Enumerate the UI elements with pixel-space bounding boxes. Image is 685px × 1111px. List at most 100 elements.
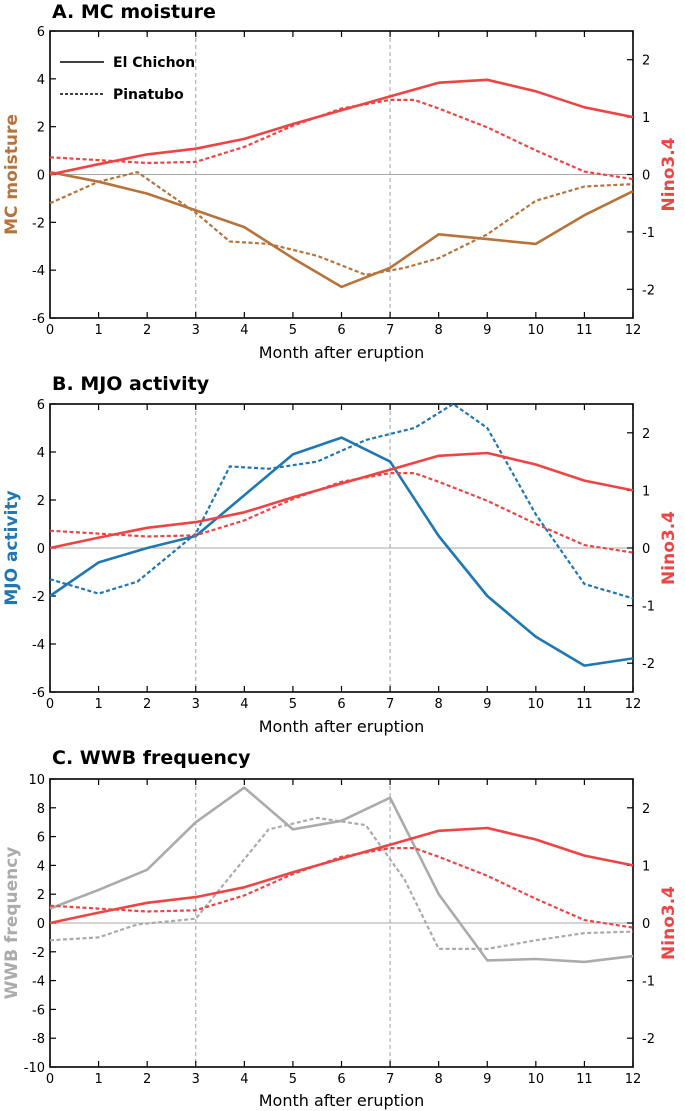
panel-c-ylabel-right: Nino3.4	[659, 886, 679, 960]
y-tick-label-left: -4	[32, 638, 45, 653]
y-tick-label-left: -2	[32, 216, 45, 231]
x-tick-label: 8	[435, 697, 443, 712]
x-tick-label: 7	[386, 323, 394, 338]
panel-a-xlabel: Month after eruption	[259, 343, 425, 362]
series-line-pinatubo	[49, 171, 634, 276]
panel-b-ylabel-left: MJO activity	[2, 490, 22, 605]
series-line-el-chichon	[49, 170, 634, 289]
y-tick-label-left: 2	[37, 121, 45, 136]
x-tick-label: 2	[143, 697, 151, 712]
x-tick-label: 8	[435, 323, 443, 338]
y-tick-label-left: 6	[37, 398, 45, 413]
panel-c-xlabel: Month after eruption	[259, 1091, 425, 1110]
x-tick-label: 8	[435, 1072, 443, 1087]
x-tick-label: 9	[483, 1072, 491, 1087]
x-tick-label: 12	[625, 323, 642, 338]
x-tick-label: 2	[143, 1072, 151, 1087]
x-tick-label: 1	[94, 1072, 102, 1087]
series-line-nino3-4-pinatubo	[49, 98, 634, 181]
x-tick-label: 5	[289, 323, 297, 338]
x-tick-label: 7	[386, 1072, 394, 1087]
y-tick-label-right: 0	[642, 542, 650, 557]
y-tick-label-right: -2	[642, 657, 655, 672]
panel-c-title: C. WWB frequency	[52, 747, 251, 769]
y-tick-label-left: -6	[32, 312, 45, 327]
y-tick-label-left: -2	[32, 946, 45, 961]
legend: El Chichon Pinatubo	[60, 55, 195, 103]
panel-c: C. WWB frequency 0 1 2 3 4 5 6 7 8 9 10 11 12-10-8-6…	[2, 747, 679, 1110]
x-tick-label: 4	[240, 1072, 248, 1087]
x-tick-label: 12	[625, 1072, 642, 1087]
y-tick-label-right: 2	[642, 427, 650, 442]
panel-a-ylabel-right: Nino3.4	[659, 137, 679, 211]
legend-el-chichon: El Chichon	[113, 55, 195, 71]
y-tick-label-right: 2	[642, 54, 650, 69]
series-line-nino3-4-el-chichon	[49, 78, 634, 176]
y-tick-label-right: 2	[642, 802, 650, 817]
y-tick-label-left: -4	[32, 975, 45, 990]
y-tick-label-left: 2	[37, 494, 45, 509]
x-tick-label: 9	[483, 323, 491, 338]
series-line-nino3-4-pinatubo	[49, 846, 634, 929]
y-tick-label-right: -1	[642, 975, 655, 990]
y-tick-label-left: 4	[37, 859, 45, 874]
series-line-nino3-4-el-chichon	[49, 451, 634, 550]
x-tick-label: 1	[94, 323, 102, 338]
x-tick-label: 6	[337, 1072, 345, 1087]
x-tick-label: 0	[46, 323, 54, 338]
series-line-el-chichon	[49, 436, 634, 667]
x-tick-label: 10	[528, 697, 545, 712]
x-tick-label: 4	[240, 323, 248, 338]
y-tick-label-right: 1	[642, 859, 650, 874]
series-line-nino3-4-pinatubo	[49, 472, 634, 554]
panel-c-plot: 0 1 2 3 4 5 6 7 8 9 10 11 12-10-8-6-4-20246810-2-101…	[24, 773, 655, 1087]
y-tick-label-left: -6	[32, 686, 45, 701]
x-tick-label: 10	[528, 323, 545, 338]
y-tick-label-left: 0	[37, 169, 45, 184]
y-tick-label-right: -1	[642, 600, 655, 615]
y-tick-label-right: 0	[642, 917, 650, 932]
panel-b: B. MJO activity 0 1 2 3 4 5 6 7 8 9 10 11 12-6-4-202…	[2, 373, 679, 736]
y-tick-label-right: -2	[642, 1032, 655, 1047]
series-line-el-chichon	[49, 786, 634, 964]
y-tick-label-left: 6	[37, 831, 45, 846]
panel-a-title: A. MC moisture	[52, 1, 216, 23]
x-tick-label: 4	[240, 697, 248, 712]
x-tick-label: 12	[625, 697, 642, 712]
panel-b-ylabel-right: Nino3.4	[659, 511, 679, 585]
x-tick-label: 0	[46, 1072, 54, 1087]
x-tick-label: 6	[337, 697, 345, 712]
x-tick-label: 2	[143, 323, 151, 338]
y-tick-label-right: 1	[642, 111, 650, 126]
y-tick-label-left: -6	[32, 1003, 45, 1018]
panel-c-ylabel-left: WWB frequency	[2, 847, 22, 1000]
panel-b-title: B. MJO activity	[52, 373, 210, 395]
x-tick-label: 5	[289, 1072, 297, 1087]
panel-a: A. MC moisture 0 1 2 3 4 5 6 7 8 9 10 11 12-6-4-2024…	[2, 1, 679, 362]
x-tick-label: 0	[46, 697, 54, 712]
y-tick-label-left: 6	[37, 25, 45, 40]
x-tick-label: 1	[94, 697, 102, 712]
series-line-pinatubo	[49, 402, 634, 600]
x-tick-label: 3	[192, 697, 200, 712]
x-tick-label: 6	[337, 323, 345, 338]
y-tick-label-left: 4	[37, 446, 45, 461]
y-tick-label-left: 10	[28, 773, 45, 788]
panel-a-ylabel-left: MC moisture	[2, 114, 22, 235]
x-tick-label: 11	[576, 697, 593, 712]
y-tick-label-left: 8	[37, 802, 45, 817]
x-tick-label: 3	[192, 323, 200, 338]
y-tick-label-left: 0	[37, 917, 45, 932]
y-tick-label-right: -2	[642, 283, 655, 298]
legend-pinatubo: Pinatubo	[113, 87, 184, 103]
x-tick-label: 11	[576, 323, 593, 338]
y-tick-label-left: -4	[32, 264, 45, 279]
x-tick-label: 7	[386, 697, 394, 712]
y-tick-label-left: -8	[32, 1032, 45, 1047]
panel-b-xlabel: Month after eruption	[259, 717, 425, 736]
x-tick-label: 11	[576, 1072, 593, 1087]
y-tick-label-left: 0	[37, 542, 45, 557]
y-tick-label-right: 0	[642, 169, 650, 184]
y-tick-label-right: 1	[642, 484, 650, 499]
